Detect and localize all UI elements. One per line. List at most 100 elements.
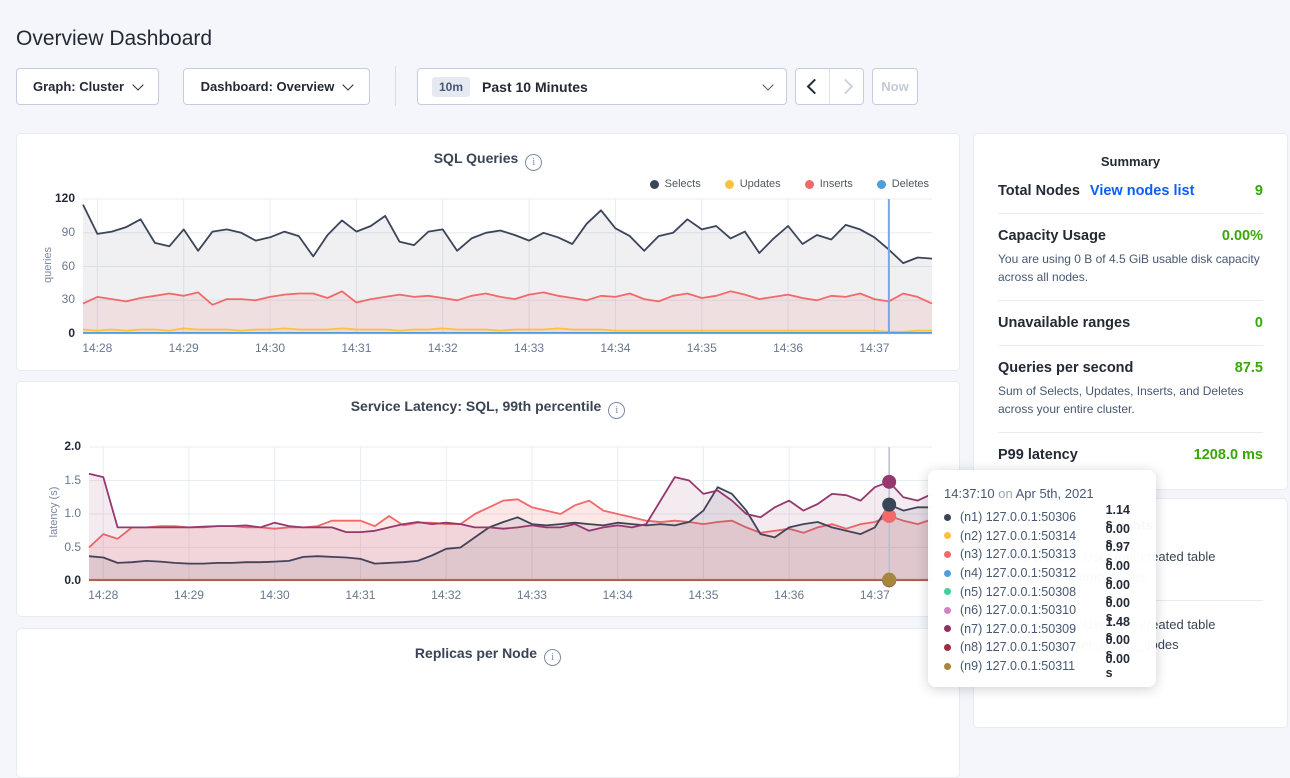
chart-title-text: Service Latency: SQL, 99th percentile (351, 398, 602, 414)
summary-title: Summary (974, 134, 1287, 169)
info-icon[interactable]: i (525, 154, 542, 171)
tooltip-node-value: 0.00 s (1106, 652, 1140, 680)
legend-label: Deletes (892, 178, 929, 190)
summary-row-total-nodes: Total Nodes View nodes list 9 (998, 169, 1263, 214)
y-tick-label: 120 (29, 191, 75, 205)
summary-description: Sum of Selects, Updates, Inserts, and De… (998, 382, 1263, 418)
replicas-per-node-panel: Replicas per Node i (16, 628, 960, 778)
series-dot-icon (944, 607, 951, 614)
info-icon[interactable]: i (544, 649, 561, 666)
summary-panel: Summary Total Nodes View nodes list 9 Ca… (973, 133, 1288, 490)
summary-row-capacity-usage: Capacity Usage 0.00% You are using 0 B o… (998, 214, 1263, 301)
time-range-label: Past 10 Minutes (482, 79, 588, 95)
chart-tooltip: 14:37:10 on Apr 5th, 2021 (n1) 127.0.0.1… (928, 470, 1156, 687)
chevron-down-icon (343, 79, 354, 90)
tooltip-node-label: (n2) 127.0.0.1:50314 (960, 529, 1097, 543)
summary-value: 0 (1255, 315, 1263, 331)
page-title: Overview Dashboard (16, 27, 212, 51)
tooltip-node-label: (n4) 127.0.0.1:50312 (960, 566, 1097, 580)
y-axis-label: latency (s) (48, 467, 60, 557)
info-icon[interactable]: i (608, 402, 625, 419)
sql-queries-chart-title: SQL Queries i (17, 150, 959, 171)
legend-item-inserts[interactable]: Inserts (805, 178, 853, 190)
summary-value: 9 (1255, 183, 1263, 199)
series-dot-icon (944, 663, 951, 670)
x-tick-label: 14:32 (422, 588, 470, 602)
y-tick-label: 0 (29, 326, 75, 340)
sql-queries-chart[interactable] (83, 199, 932, 334)
tooltip-node-label: (n7) 127.0.0.1:50309 (960, 622, 1097, 636)
summary-row-queries-per-second: Queries per second 87.5 Sum of Selects, … (998, 346, 1263, 433)
x-tick-label: 14:31 (332, 341, 380, 355)
tooltip-rows: (n1) 127.0.0.1:503061.14 s(n2) 127.0.0.1… (944, 508, 1140, 675)
x-tick-label: 14:34 (594, 588, 642, 602)
x-tick-label: 14:35 (679, 588, 727, 602)
chart-title-text: SQL Queries (434, 150, 519, 166)
x-tick-label: 14:29 (160, 341, 208, 355)
chevron-down-icon (762, 79, 773, 90)
x-tick-label: 14:32 (419, 341, 467, 355)
summary-label: Queries per second (998, 360, 1133, 376)
time-prev-button[interactable] (796, 69, 829, 104)
time-pager (795, 68, 864, 105)
graph-selector-dropdown[interactable]: Graph: Cluster (16, 68, 159, 105)
x-tick-label: 14:36 (765, 588, 813, 602)
toolbar-divider (395, 66, 396, 106)
summary-value: 0.00% (1222, 228, 1263, 244)
tooltip-node-label: (n9) 127.0.0.1:50311 (960, 659, 1097, 673)
x-tick-label: 14:34 (591, 341, 639, 355)
tooltip-date: Apr 5th, 2021 (1016, 486, 1094, 501)
series-dot-icon (944, 588, 951, 595)
x-tick-label: 14:36 (764, 341, 812, 355)
x-tick-label: 14:37 (851, 588, 899, 602)
series-dot-icon (944, 644, 951, 651)
series-dot-icon (944, 532, 951, 539)
tooltip-timestamp: 14:37:10 on Apr 5th, 2021 (944, 486, 1140, 501)
series-dot-icon (944, 625, 951, 632)
hover-point (882, 573, 896, 587)
x-tick-label: 14:28 (73, 341, 121, 355)
dashboard-selector-dropdown[interactable]: Dashboard: Overview (183, 68, 370, 105)
legend-dot (877, 180, 886, 189)
time-next-button[interactable] (829, 69, 863, 104)
legend-dot (650, 180, 659, 189)
time-range-badge: 10m (432, 77, 470, 97)
service-latency-panel: Service Latency: SQL, 99th percentile i 0… (16, 381, 960, 617)
summary-label: Unavailable ranges (998, 315, 1130, 331)
legend-dot (725, 180, 734, 189)
summary-label: Capacity Usage (998, 228, 1106, 244)
legend-label: Inserts (820, 178, 853, 190)
series-dot-icon (944, 514, 951, 521)
legend-label: Updates (740, 178, 781, 190)
tooltip-node-label: (n5) 127.0.0.1:50308 (960, 585, 1097, 599)
summary-row-unavailable-ranges: Unavailable ranges 0 (998, 301, 1263, 346)
now-button[interactable]: Now (872, 68, 918, 105)
x-tick-label: 14:28 (79, 588, 127, 602)
chevron-down-icon (132, 79, 143, 90)
chevron-left-icon (806, 79, 822, 95)
service-latency-chart[interactable] (89, 447, 932, 581)
service-latency-chart-title: Service Latency: SQL, 99th percentile i (17, 398, 959, 419)
sql-queries-panel: SQL Queries i Selects Updates Inserts Del… (16, 133, 960, 371)
tooltip-node-label: (n8) 127.0.0.1:50307 (960, 640, 1097, 654)
graph-selector-label: Graph: Cluster (33, 79, 124, 94)
replicas-chart-title: Replicas per Node i (17, 645, 959, 666)
tooltip-node-label: (n6) 127.0.0.1:50310 (960, 603, 1097, 617)
sql-queries-legend: Selects Updates Inserts Deletes (650, 178, 929, 190)
summary-value: 1208.0 ms (1194, 447, 1263, 463)
x-tick-label: 14:33 (505, 341, 553, 355)
legend-item-updates[interactable]: Updates (725, 178, 781, 190)
dashboard-selector-label: Dashboard: Overview (201, 79, 335, 94)
chart-title-text: Replicas per Node (415, 645, 537, 661)
legend-item-deletes[interactable]: Deletes (877, 178, 929, 190)
summary-value: 87.5 (1235, 360, 1263, 376)
x-tick-label: 14:30 (246, 341, 294, 355)
legend-item-selects[interactable]: Selects (650, 178, 701, 190)
view-nodes-list-link[interactable]: View nodes list (1090, 183, 1195, 199)
time-range-dropdown[interactable]: 10m Past 10 Minutes (417, 68, 787, 105)
y-axis-label: queries (42, 220, 54, 310)
summary-label: Total Nodes (998, 183, 1080, 199)
series-dot-icon (944, 570, 951, 577)
y-tick-label: 0.0 (35, 573, 81, 587)
legend-label: Selects (665, 178, 701, 190)
